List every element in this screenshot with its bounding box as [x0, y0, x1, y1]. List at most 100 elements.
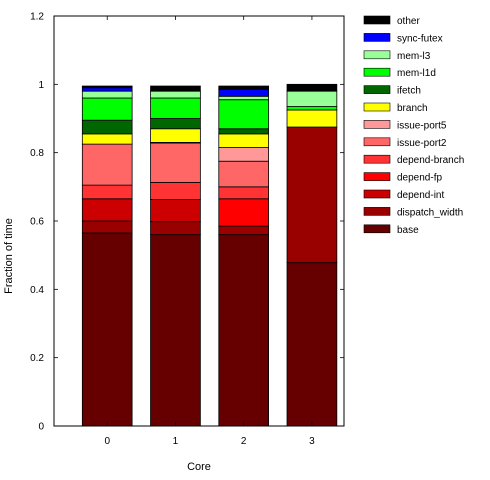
- bar-segment-issue-port2-core-0: [81, 143, 133, 186]
- legend-label: depend-branch: [397, 155, 464, 166]
- legend-item-depend-fp: depend-fp: [363, 172, 442, 184]
- bar-segment-mem-l3-core-0: [81, 90, 133, 99]
- bar-segment-other-core-0: [81, 85, 133, 89]
- legend-item-ifetch: ifetch: [363, 85, 421, 97]
- bar-segment-branch-core-0: [81, 133, 133, 145]
- legend-item-mem-l3: mem-l3: [363, 50, 431, 62]
- bar-segment-dispatch_width-core-0: [81, 220, 133, 234]
- legend-item-branch: branch: [363, 102, 428, 114]
- legend-label: depend-fp: [397, 173, 442, 184]
- bar-segment-other-core-2: [218, 85, 269, 90]
- legend: other sync-futex mem-l3 mem-l1d ifetch branch…: [363, 15, 464, 236]
- y-axis-title: Fraction of time: [3, 218, 15, 294]
- bar-segment-ifetch-core-1: [150, 118, 201, 130]
- bar-segment-branch-core-1: [150, 128, 201, 143]
- y-tick-label: 1: [38, 80, 44, 91]
- bar-segment-dispatch_width-core-3: [286, 126, 338, 264]
- bar-segment-base-core-3: [286, 262, 338, 427]
- bar-segment-ifetch-core-2: [218, 128, 269, 135]
- bar-segment-other-core-1: [150, 85, 201, 92]
- bar-segment-mem-l3-core-2: [218, 95, 269, 101]
- bar-segment-depend-branch-core-2: [218, 186, 269, 200]
- y-axis: 0 0.2 0.4 0.6 0.8 1 1.2: [30, 12, 344, 433]
- legend-swatch: [363, 33, 391, 42]
- bar-segment-depend-fp-core-2: [218, 198, 269, 227]
- bar-group-core-3: [286, 83, 338, 427]
- legend-swatch: [363, 207, 391, 216]
- legend-label: depend-int: [397, 190, 444, 201]
- bar-segment-depend-int-core-0: [81, 198, 133, 222]
- legend-label: mem-l1d: [397, 68, 436, 79]
- legend-item-dispatch_width: dispatch_width: [363, 207, 463, 218]
- legend-swatch: [363, 67, 391, 77]
- legend-item-depend-int: depend-int: [363, 189, 444, 201]
- legend-label: branch: [397, 103, 428, 114]
- y-tick-label: 1.2: [30, 12, 44, 23]
- y-tick-label: 0.4: [30, 285, 44, 296]
- bar-segment-sync-futex-core-0: [81, 87, 133, 92]
- legend-item-depend-branch: depend-branch: [363, 154, 464, 166]
- legend-label: dispatch_width: [397, 207, 463, 218]
- bar-segment-mem-l1d-core-3: [286, 106, 338, 111]
- bar-segment-depend-branch-core-0: [81, 184, 133, 200]
- legend-item-mem-l1d: mem-l1d: [363, 67, 436, 79]
- bar-segment-mem-l3-core-3: [286, 90, 338, 107]
- bar-segment-depend-branch-core-1: [150, 181, 201, 200]
- legend-label: other: [397, 16, 420, 27]
- bar-segment-issue-port2-core-2: [218, 160, 269, 188]
- bars: [81, 83, 338, 427]
- bar-segment-branch-core-3: [286, 109, 338, 128]
- legend-label: issue-port2: [397, 138, 447, 149]
- legend-item-base: base: [363, 224, 419, 236]
- bar-segment-mem-l1d-core-0: [81, 97, 133, 121]
- legend-swatch: [363, 120, 391, 129]
- legend-swatch: [363, 102, 391, 112]
- legend-label: base: [397, 225, 419, 236]
- bar-segment-issue-port5-core-2: [218, 147, 269, 162]
- y-tick-label: 0.2: [30, 353, 44, 364]
- bar-segment-base-core-1: [150, 234, 201, 427]
- legend-swatch: [363, 224, 391, 234]
- y-tick-label: 0.8: [30, 148, 44, 159]
- x-axis-title: Core: [187, 461, 211, 473]
- legend-swatch: [363, 15, 391, 25]
- bar-group-core-0: [81, 85, 133, 427]
- bar-segment-branch-core-2: [218, 133, 269, 148]
- bar-segment-issue-port2-core-1: [150, 142, 201, 183]
- legend-item-sync-futex: sync-futex: [363, 33, 443, 44]
- legend-label: sync-futex: [397, 33, 443, 44]
- legend-swatch: [363, 85, 391, 94]
- bar-segment-dispatch_width-core-2: [218, 225, 269, 236]
- legend-swatch: [363, 172, 391, 181]
- bar-segment-base-core-0: [81, 232, 133, 427]
- x-tick-label: 0: [104, 436, 110, 447]
- bar-group-core-1: [150, 85, 201, 427]
- bar-segment-mem-l1d-core-2: [218, 99, 269, 130]
- x-tick-label: 1: [173, 436, 179, 447]
- legend-item-other: other: [363, 15, 420, 27]
- bar-segment-dispatch_width-core-1: [150, 221, 201, 236]
- bar-segment-sync-futex-core-2: [218, 89, 269, 97]
- bar-segment-base-core-2: [218, 234, 269, 427]
- bar-segment-mem-l1d-core-1: [150, 97, 201, 119]
- bar-segment-depend-int-core-1: [150, 199, 201, 223]
- legend-label: ifetch: [397, 86, 421, 97]
- x-tick-label: 3: [309, 436, 315, 447]
- legend-swatch: [363, 154, 391, 164]
- legend-label: mem-l3: [397, 51, 431, 62]
- bar-segment-ifetch-core-0: [81, 119, 133, 135]
- y-tick-label: 0.6: [30, 217, 44, 228]
- bar-segment-mem-l3-core-1: [150, 90, 201, 99]
- legend-swatch: [363, 137, 391, 147]
- y-tick-label: 0: [38, 422, 44, 433]
- bar-group-core-2: [218, 85, 269, 427]
- x-tick-label: 2: [241, 436, 247, 447]
- x-axis: 0 1 2 3: [104, 16, 315, 447]
- legend-label: issue-port5: [397, 120, 447, 131]
- bar-segment-other-core-3: [286, 83, 338, 92]
- legend-item-issue-port2: issue-port2: [363, 137, 447, 149]
- legend-item-issue-port5: issue-port5: [363, 120, 447, 131]
- legend-swatch: [363, 50, 391, 60]
- legend-swatch: [363, 189, 391, 199]
